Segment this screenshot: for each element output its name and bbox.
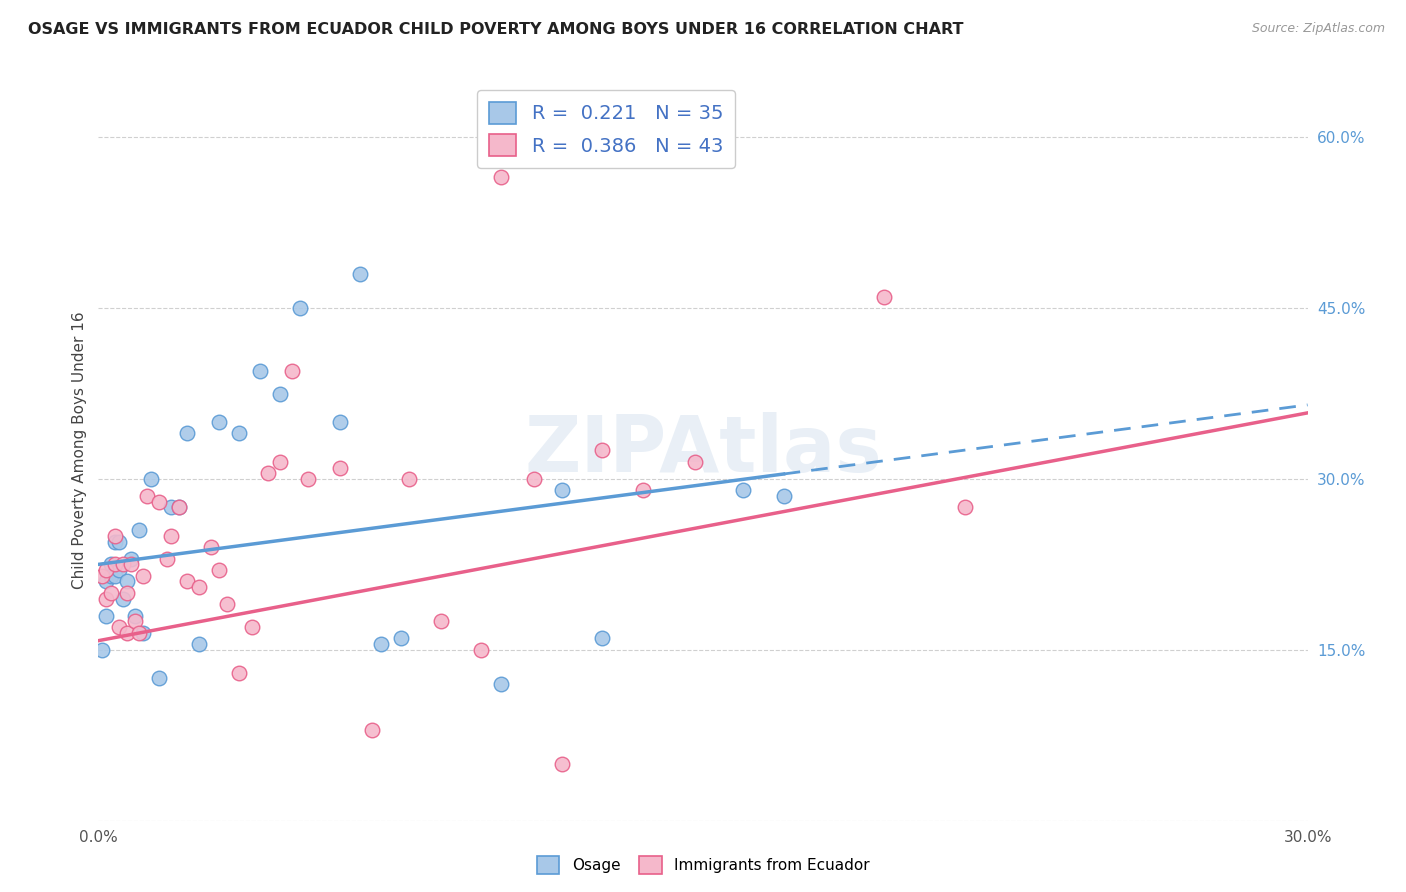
Point bbox=[398, 472, 420, 486]
Point bbox=[176, 574, 198, 589]
Point bbox=[297, 472, 319, 486]
Point bbox=[329, 460, 352, 475]
Legend: R =  0.221   N = 35, R =  0.386   N = 43: R = 0.221 N = 35, R = 0.386 N = 43 bbox=[478, 90, 735, 168]
Point bbox=[96, 574, 118, 589]
Point bbox=[523, 472, 546, 486]
Point bbox=[124, 615, 146, 629]
Point bbox=[249, 364, 271, 378]
Point bbox=[156, 551, 179, 566]
Point bbox=[100, 568, 122, 582]
Point bbox=[107, 534, 129, 549]
Point bbox=[132, 568, 155, 582]
Point bbox=[288, 301, 311, 315]
Point bbox=[873, 290, 896, 304]
Point bbox=[160, 529, 183, 543]
Point bbox=[103, 568, 125, 582]
Point bbox=[188, 637, 211, 651]
Point bbox=[631, 483, 654, 498]
Point bbox=[115, 586, 138, 600]
Point bbox=[128, 523, 150, 537]
Point bbox=[135, 489, 157, 503]
Legend: Osage, Immigrants from Ecuador: Osage, Immigrants from Ecuador bbox=[530, 850, 876, 880]
Point bbox=[103, 529, 125, 543]
Point bbox=[200, 541, 222, 555]
Point bbox=[389, 632, 412, 646]
Point bbox=[953, 500, 976, 515]
Point bbox=[120, 558, 142, 572]
Text: OSAGE VS IMMIGRANTS FROM ECUADOR CHILD POVERTY AMONG BOYS UNDER 16 CORRELATION C: OSAGE VS IMMIGRANTS FROM ECUADOR CHILD P… bbox=[28, 22, 963, 37]
Point bbox=[733, 483, 755, 498]
Point bbox=[256, 467, 278, 481]
Point bbox=[148, 671, 170, 685]
Point bbox=[217, 597, 239, 611]
Point bbox=[115, 574, 138, 589]
Point bbox=[491, 170, 513, 185]
Point bbox=[349, 267, 371, 281]
Point bbox=[103, 534, 125, 549]
Point bbox=[208, 563, 231, 577]
Point bbox=[167, 500, 190, 515]
Point bbox=[683, 455, 706, 469]
Point bbox=[208, 415, 231, 429]
Point bbox=[96, 608, 118, 623]
Point bbox=[100, 558, 122, 572]
Point bbox=[591, 443, 613, 458]
Point bbox=[91, 642, 114, 657]
Point bbox=[329, 415, 352, 429]
Point bbox=[167, 500, 190, 515]
Point bbox=[228, 665, 250, 680]
Point bbox=[281, 364, 304, 378]
Point bbox=[551, 756, 574, 771]
Point bbox=[96, 591, 118, 606]
Point bbox=[551, 483, 574, 498]
Point bbox=[188, 580, 211, 594]
Point bbox=[269, 386, 291, 401]
Point bbox=[96, 563, 118, 577]
Point bbox=[91, 568, 114, 582]
Text: Source: ZipAtlas.com: Source: ZipAtlas.com bbox=[1251, 22, 1385, 36]
Text: ZIPAtlas: ZIPAtlas bbox=[524, 412, 882, 489]
Point bbox=[228, 426, 250, 441]
Point bbox=[107, 620, 129, 634]
Point bbox=[361, 723, 384, 737]
Point bbox=[100, 586, 122, 600]
Point bbox=[470, 642, 492, 657]
Point bbox=[176, 426, 198, 441]
Point bbox=[591, 632, 613, 646]
Y-axis label: Child Poverty Among Boys Under 16: Child Poverty Among Boys Under 16 bbox=[72, 311, 87, 590]
Point bbox=[240, 620, 263, 634]
Point bbox=[370, 637, 392, 651]
Point bbox=[491, 677, 513, 691]
Point bbox=[269, 455, 291, 469]
Point bbox=[160, 500, 183, 515]
Point bbox=[139, 472, 162, 486]
Point bbox=[107, 563, 129, 577]
Point bbox=[111, 558, 134, 572]
Point bbox=[103, 558, 125, 572]
Point bbox=[132, 625, 155, 640]
Point bbox=[772, 489, 794, 503]
Point bbox=[120, 551, 142, 566]
Point bbox=[111, 591, 134, 606]
Point bbox=[430, 615, 453, 629]
Point bbox=[124, 608, 146, 623]
Point bbox=[148, 494, 170, 508]
Point bbox=[128, 625, 150, 640]
Point bbox=[115, 625, 138, 640]
